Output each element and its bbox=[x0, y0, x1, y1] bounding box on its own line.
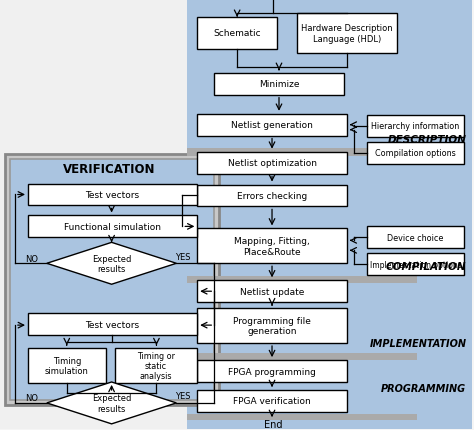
Bar bbox=[367, 115, 465, 137]
Text: COMPILATION: COMPILATION bbox=[386, 262, 466, 272]
Bar bbox=[187, 414, 417, 420]
Text: YES: YES bbox=[174, 392, 190, 400]
Bar bbox=[115, 348, 197, 383]
Bar bbox=[197, 114, 347, 136]
Bar bbox=[187, 276, 417, 283]
Text: Test vectors: Test vectors bbox=[85, 320, 140, 329]
Text: Hardware Description
Language (HDL): Hardware Description Language (HDL) bbox=[301, 24, 392, 43]
Text: NO: NO bbox=[26, 254, 38, 263]
Text: Timing or
static
analysis: Timing or static analysis bbox=[137, 351, 175, 381]
Text: Netlist optimization: Netlist optimization bbox=[228, 159, 317, 168]
Polygon shape bbox=[47, 382, 176, 424]
Bar bbox=[197, 18, 277, 50]
Bar bbox=[187, 148, 417, 156]
Text: IMPLEMENTATION: IMPLEMENTATION bbox=[369, 338, 466, 348]
Text: Timing
simulation: Timing simulation bbox=[45, 356, 89, 375]
Text: YES: YES bbox=[174, 252, 190, 261]
Text: End: End bbox=[264, 419, 283, 429]
Bar bbox=[197, 185, 347, 207]
Bar bbox=[197, 152, 347, 174]
Text: Schematic: Schematic bbox=[213, 29, 261, 38]
Bar bbox=[197, 360, 347, 382]
Bar bbox=[0, 0, 187, 154]
Text: FPGA programming: FPGA programming bbox=[228, 367, 316, 376]
Text: Programming file
generation: Programming file generation bbox=[233, 316, 311, 335]
Bar bbox=[367, 254, 465, 276]
Bar bbox=[367, 142, 465, 164]
Bar bbox=[197, 229, 347, 264]
Bar bbox=[10, 159, 214, 400]
Bar bbox=[367, 227, 465, 249]
Text: Implementation options: Implementation options bbox=[370, 260, 461, 269]
Bar bbox=[187, 353, 417, 360]
Text: VERIFICATION: VERIFICATION bbox=[64, 163, 156, 175]
Text: DESCRIPTION: DESCRIPTION bbox=[387, 134, 466, 144]
Bar bbox=[28, 216, 197, 238]
Bar bbox=[197, 308, 347, 343]
Text: NO: NO bbox=[26, 393, 38, 402]
Bar bbox=[197, 281, 347, 302]
Bar bbox=[28, 348, 106, 383]
Text: Minimize: Minimize bbox=[259, 80, 299, 89]
Text: Expected
results: Expected results bbox=[92, 393, 131, 413]
Text: Errors checking: Errors checking bbox=[237, 191, 307, 200]
Bar bbox=[197, 390, 347, 412]
Text: Device choice: Device choice bbox=[387, 233, 444, 242]
Text: Netlist generation: Netlist generation bbox=[231, 121, 313, 130]
Text: Functional simulation: Functional simulation bbox=[64, 222, 161, 231]
Text: Compilation options: Compilation options bbox=[375, 149, 456, 158]
Bar bbox=[214, 74, 344, 95]
Polygon shape bbox=[47, 243, 176, 285]
Text: PROGRAMMING: PROGRAMMING bbox=[381, 383, 466, 393]
Bar bbox=[297, 14, 397, 54]
Text: Mapping, Fitting,
Place&Route: Mapping, Fitting, Place&Route bbox=[234, 237, 310, 256]
Text: Netlist update: Netlist update bbox=[240, 287, 304, 296]
Text: Test vectors: Test vectors bbox=[85, 190, 140, 200]
Bar bbox=[28, 184, 197, 206]
Text: Expected
results: Expected results bbox=[92, 254, 131, 273]
Text: Hierarchy information: Hierarchy information bbox=[372, 122, 460, 131]
Text: FPGA verification: FPGA verification bbox=[233, 396, 311, 405]
Bar bbox=[28, 313, 197, 335]
Bar bbox=[5, 154, 219, 405]
Bar bbox=[187, 0, 472, 429]
